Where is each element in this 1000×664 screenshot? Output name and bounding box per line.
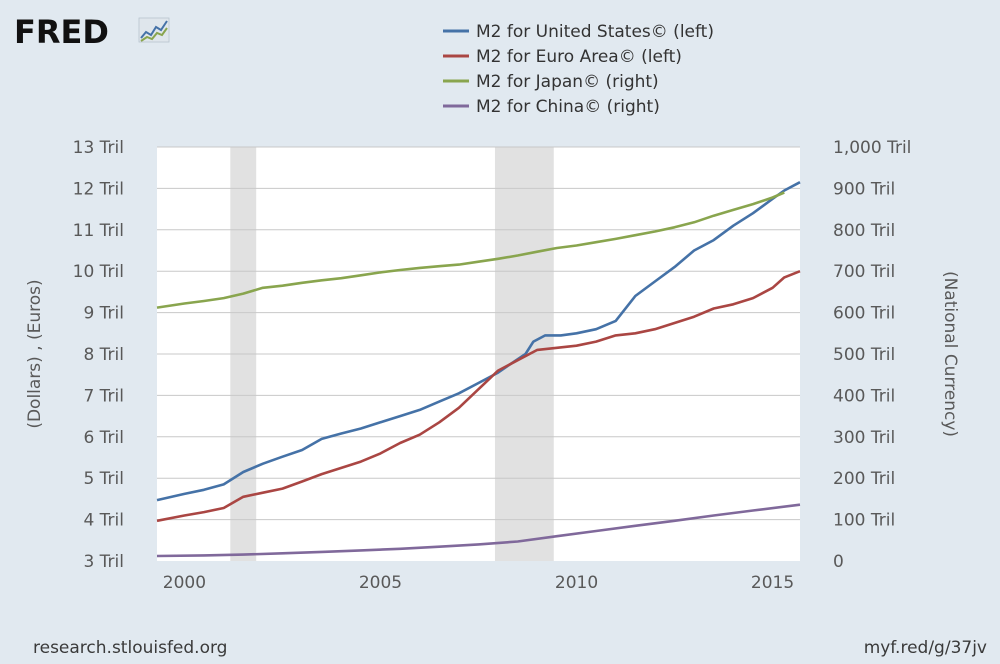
y-right-tick-label: 0 bbox=[833, 552, 844, 572]
y-left-tick-label: 5 Tril bbox=[83, 469, 124, 489]
x-tick-label: 2015 bbox=[751, 573, 794, 593]
y-right-tick-label: 600 Tril bbox=[833, 304, 895, 324]
legend-label: M2 for Euro Area© (left) bbox=[476, 47, 682, 67]
y-right-tick-label: 500 Tril bbox=[833, 345, 895, 365]
legend-label: M2 for Japan© (right) bbox=[476, 72, 659, 92]
y-right-tick-label: 300 Tril bbox=[833, 428, 895, 448]
series-line bbox=[156, 503, 801, 558]
tick-labels: 3 Tril 4 Tril 5 Tril 6 Tril 7 Tril 8 Tril 9 Tr… bbox=[73, 138, 912, 593]
fred-logo-graph-icon bbox=[138, 17, 170, 43]
series-lines bbox=[156, 181, 801, 558]
footer-short-url[interactable]: myf.red/g/37jv bbox=[863, 638, 987, 658]
y-right-tick-label: 700 Tril bbox=[833, 262, 895, 282]
y-left-tick-label: 8 Tril bbox=[83, 345, 124, 365]
y-left-tick-label: 3 Tril bbox=[83, 552, 124, 572]
y-left-tick-label: 12 Tril bbox=[73, 179, 124, 199]
y-left-tick-label: 13 Tril bbox=[73, 138, 124, 158]
x-tick-label: 2000 bbox=[163, 573, 206, 593]
x-tick-label: 2005 bbox=[359, 573, 402, 593]
y-right-tick-label: 1,000 Tril bbox=[833, 138, 911, 158]
y-left-tick-label: 11 Tril bbox=[73, 221, 124, 241]
y-left-tick-label: 6 Tril bbox=[83, 428, 124, 448]
fred-logo-text: FRED bbox=[14, 13, 109, 51]
y-right-tick-label: 800 Tril bbox=[833, 221, 895, 241]
legend: M2 for United States© (left) M2 for Euro … bbox=[443, 22, 714, 117]
y-axis-left-label: (Dollars) , (Euros) bbox=[25, 279, 45, 428]
y-left-tick-label: 10 Tril bbox=[73, 262, 124, 282]
y-right-tick-label: 100 Tril bbox=[833, 511, 895, 531]
y-right-tick-label: 400 Tril bbox=[833, 386, 895, 406]
y-left-tick-label: 9 Tril bbox=[83, 304, 124, 324]
series-line bbox=[156, 269, 801, 523]
grid-lines bbox=[157, 146, 800, 521]
series-line bbox=[156, 191, 785, 309]
footer-source-link[interactable]: research.stlouisfed.org bbox=[33, 638, 228, 658]
y-left-tick-label: 4 Tril bbox=[83, 511, 124, 531]
y-left-tick-label: 7 Tril bbox=[83, 386, 124, 406]
y-axis-right-label: (National Currency) bbox=[940, 271, 960, 437]
legend-label: M2 for United States© (left) bbox=[476, 22, 714, 42]
legend-label: M2 for China© (right) bbox=[476, 97, 660, 117]
y-right-tick-label: 200 Tril bbox=[833, 469, 895, 489]
x-tick-label: 2010 bbox=[555, 573, 598, 593]
y-right-tick-label: 900 Tril bbox=[833, 179, 895, 199]
